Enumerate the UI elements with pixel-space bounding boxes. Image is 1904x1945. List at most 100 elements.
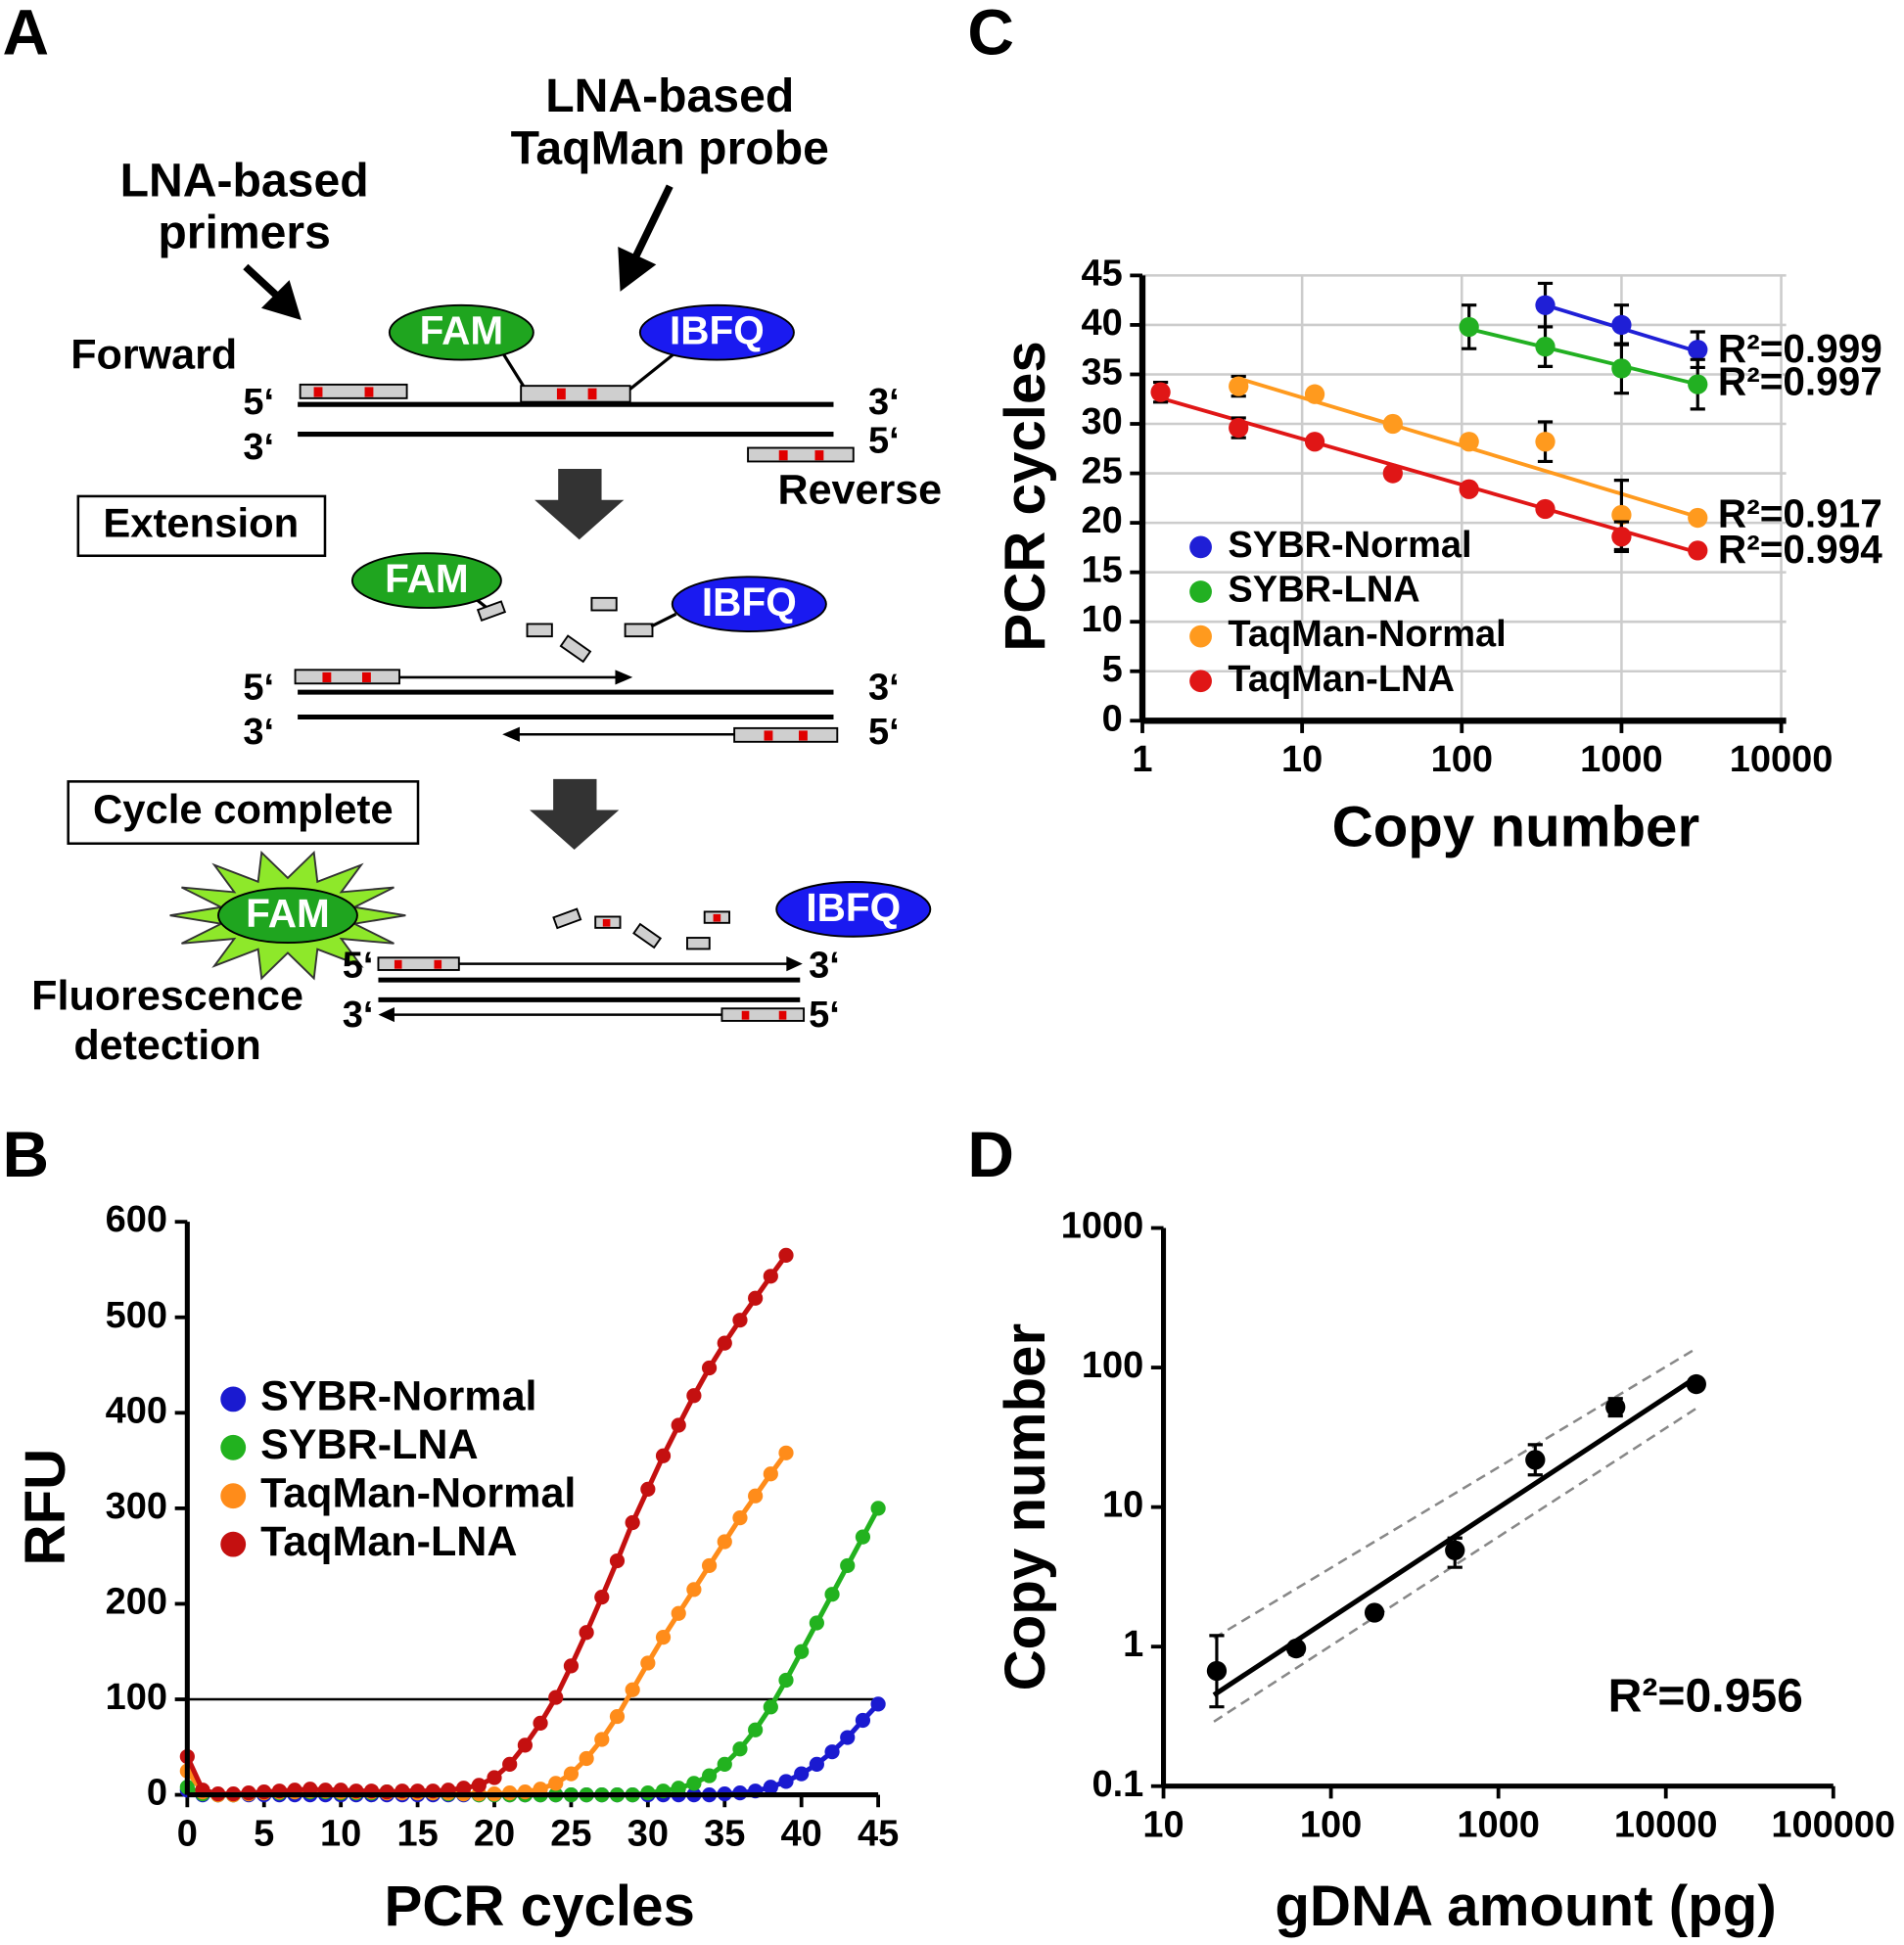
y-tick-label: 15 [1081,550,1122,591]
data-point [1611,504,1632,526]
data-point [840,1730,856,1745]
y-tick-label: 100 [1082,1345,1143,1386]
fragment [632,922,663,949]
ibfq-quencher [638,303,795,361]
y-tick-label: 200 [106,1582,167,1623]
legend-marker [220,1386,247,1412]
x-tick-label: 10000 [1614,1805,1718,1846]
data-point [824,1587,840,1602]
data-point [794,1766,810,1782]
end-label: 3‘ [243,427,274,468]
lna [778,1010,787,1020]
data-point [548,1690,564,1705]
data-point [732,1741,748,1757]
primer [720,1007,806,1022]
primer-label: primers [158,207,331,259]
r2-label: R²=0.956 [1608,1670,1803,1723]
data-point [1688,374,1708,394]
data-point [487,1770,502,1785]
data-point [717,1335,732,1351]
data-point [686,1776,702,1791]
data-point [1285,1638,1307,1659]
fragment [559,634,592,664]
primer [377,956,460,971]
data-point [701,1360,718,1376]
arrow-head [618,246,657,292]
r2-label: R²=0.917 [1718,491,1882,536]
legend-marker [1189,625,1212,648]
data-point [579,1625,594,1641]
detection-label: detection [73,1022,260,1069]
y-tick-label: 10 [1081,599,1122,640]
lna [434,959,442,969]
arrow-head [378,1006,395,1023]
x-axis-title: Copy number [1332,795,1700,858]
data-point [1611,358,1632,379]
data-point [671,1781,686,1796]
y-tick-label: 1000 [1061,1206,1144,1247]
data-point [548,1776,564,1791]
legend-label: SYBR-LNA [260,1421,479,1468]
data-point [1206,1660,1228,1682]
primer-label: LNA-based [120,154,369,207]
data-point [594,1590,610,1605]
fam-dye [217,887,358,945]
data-point [1535,498,1556,520]
lna [361,671,371,682]
data-point [563,1658,580,1674]
lna [556,388,566,400]
data-point [763,1780,778,1795]
data-point [1459,316,1479,338]
legend-label: SYBR-LNA [1228,570,1419,611]
end-label: 5‘ [868,712,900,753]
primer [733,726,839,743]
y-tick-label: 40 [1081,302,1122,344]
probe [520,385,631,403]
x-tick-label: 1 [1132,739,1152,780]
end-label: 3‘ [809,945,840,986]
y-axis-title: Copy number [994,1323,1057,1691]
y-tick-label: 0 [147,1773,167,1814]
y-tick-label: 0.1 [1091,1764,1143,1805]
data-point [748,1722,764,1737]
step-label: Cycle complete [93,786,394,832]
x-tick-label: 15 [396,1813,438,1854]
y-tick-label: 10 [1102,1485,1143,1526]
data-point [640,1655,656,1671]
fam-label: FAM [385,556,469,601]
x-tick-label: 20 [474,1813,515,1854]
fragment [476,600,507,623]
end-label: 3‘ [243,712,274,753]
x-tick-label: 45 [858,1813,899,1854]
legend-label: TaqMan-LNA [1228,659,1455,700]
data-point [640,1481,656,1497]
lna [602,919,611,927]
data-point [1525,1450,1546,1470]
data-point [563,1766,580,1782]
fit-line [1212,1375,1698,1697]
panel-label: C [967,0,1014,69]
step-box [76,494,327,558]
data-point [1535,295,1556,315]
y-tick-label: 20 [1081,500,1122,541]
data-point [855,1529,871,1545]
legend-marker [1189,535,1212,559]
probe-label: TaqMan probe [511,121,829,174]
data-point [701,1768,718,1783]
arrow [631,184,673,260]
end-label: 5‘ [243,382,274,423]
data-point [1150,382,1171,402]
legend-label: TaqMan-LNA [260,1518,517,1565]
fam-dye [388,303,534,361]
fragment [624,623,654,638]
x-tick-label: 100000 [1771,1805,1895,1846]
r2-label: R²=0.999 [1718,326,1882,371]
data-point [625,1514,640,1531]
data-point [732,1313,748,1328]
x-tick-label: 1000 [1580,739,1663,780]
data-point [1445,1540,1465,1560]
panel-label: A [3,0,50,69]
legend-label: SYBR-Normal [1228,525,1471,566]
lna [322,671,332,682]
